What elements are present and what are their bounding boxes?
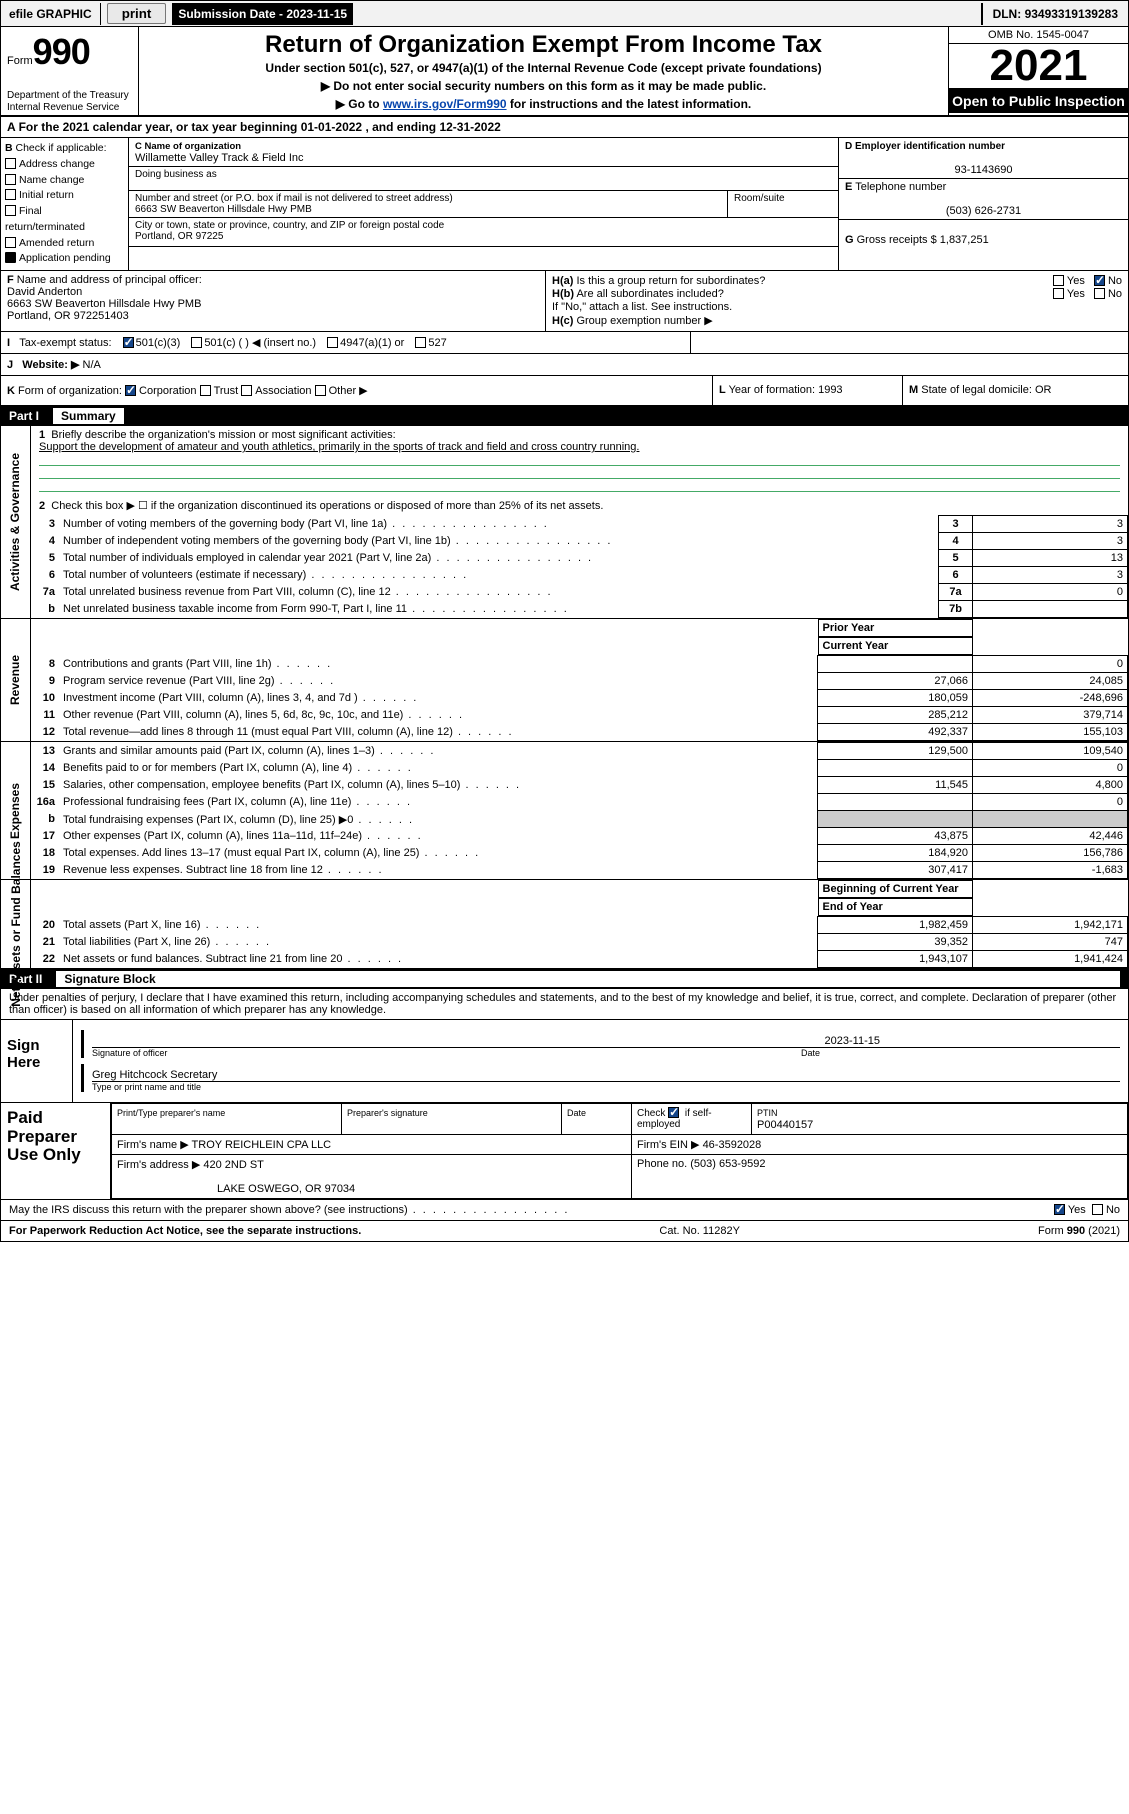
row-f-h: F Name and address of principal officer:…: [1, 271, 1128, 332]
e-telephone: E Telephone number (503) 626-2731: [839, 179, 1128, 220]
chk-other[interactable]: [315, 385, 326, 396]
instructions-link[interactable]: www.irs.gov/Form990: [383, 97, 507, 111]
form-ref: Form 990 (2021): [1038, 1225, 1120, 1237]
chk-corp[interactable]: [125, 385, 136, 396]
chk-address-change[interactable]: [5, 158, 16, 169]
subtitle-3: ▶ Go to www.irs.gov/Form990 for instruct…: [147, 97, 940, 111]
col-b-checkboxes: B Check if applicable: Address change Na…: [1, 138, 129, 270]
table-revenue: Prior YearCurrent Year8Contributions and…: [31, 619, 1128, 741]
chk-initial-return[interactable]: [5, 189, 16, 200]
chk-name-change[interactable]: [5, 174, 16, 185]
h-b-yes[interactable]: [1053, 288, 1064, 299]
open-to-public: Open to Public Inspection: [949, 89, 1128, 113]
chk-527[interactable]: [415, 337, 426, 348]
i-tax-exempt: I Tax-exempt status: 501(c)(3) 501(c) ( …: [1, 332, 691, 353]
c-street: Number and street (or P.O. box if mail i…: [129, 191, 728, 217]
mission-text: Support the development of amateur and y…: [39, 441, 639, 453]
chk-self-employed[interactable]: Check if self-employed: [637, 1108, 712, 1130]
section-expenses: Expenses 13Grants and similar amounts pa…: [1, 742, 1128, 880]
l-year-formation: L Year of formation: 1993: [713, 376, 903, 405]
c-dba: Doing business as: [129, 167, 838, 191]
subtitle-1: Under section 501(c), 527, or 4947(a)(1)…: [147, 61, 940, 75]
dln: DLN: 93493319139283: [981, 3, 1128, 25]
department: Department of the Treasury Internal Reve…: [7, 90, 132, 113]
h-a-yes[interactable]: [1053, 275, 1064, 286]
g-gross-receipts: G Gross receipts $ 1,837,251: [839, 220, 1128, 248]
sign-here-block: Sign Here 2023-11-15 Signature of office…: [1, 1020, 1128, 1103]
line-a-tax-year: A For the 2021 calendar year, or tax yea…: [1, 117, 1128, 138]
k-form-org: K Form of organization: Corporation Trus…: [1, 376, 713, 405]
paid-preparer-block: Paid Preparer Use Only Print/Type prepar…: [1, 1103, 1128, 1200]
chk-501c[interactable]: [191, 337, 202, 348]
chk-final-return[interactable]: [5, 205, 16, 216]
h-a-no[interactable]: [1094, 275, 1105, 286]
section-net-assets: Net Assets or Fund Balances Beginning of…: [1, 880, 1128, 969]
meta-topbar: efile GRAPHIC print Submission Date - 20…: [1, 1, 1128, 27]
part-1-header: Part I Summary: [1, 406, 1128, 426]
efile-label: efile GRAPHIC: [1, 3, 101, 25]
block-b-through-g: B Check if applicable: Address change Na…: [1, 138, 1128, 271]
m-domicile: M State of legal domicile: OR: [903, 376, 1128, 405]
table-net-assets: Beginning of Current YearEnd of Year20To…: [31, 880, 1128, 968]
chk-application-pending[interactable]: [5, 252, 16, 263]
form-990-page: efile GRAPHIC print Submission Date - 20…: [0, 0, 1129, 1242]
section-revenue: Revenue Prior YearCurrent Year8Contribut…: [1, 619, 1128, 742]
table-expenses: 13Grants and similar amounts paid (Part …: [31, 742, 1128, 879]
h-group-return: H(a) Is this a group return for subordin…: [546, 271, 1128, 331]
submission-date-label: Submission Date - 2023-11-15: [172, 3, 353, 25]
section-activities-governance: Activities & Governance 1 Briefly descri…: [1, 426, 1128, 619]
j-website: J Website: ▶ N/A: [1, 354, 1128, 376]
part-2-header: Part II Signature Block: [1, 969, 1128, 989]
chk-trust[interactable]: [200, 385, 211, 396]
chk-4947[interactable]: [327, 337, 338, 348]
page-footer: For Paperwork Reduction Act Notice, see …: [1, 1220, 1128, 1241]
c-name: C Name of organization Willamette Valley…: [129, 138, 838, 167]
chk-501c3[interactable]: [123, 337, 134, 348]
discuss-no[interactable]: [1092, 1204, 1103, 1215]
tax-year: 2021: [949, 44, 1128, 89]
form-header: Form 990 Department of the Treasury Inte…: [1, 27, 1128, 117]
perjury-declaration: Under penalties of perjury, I declare th…: [1, 989, 1128, 1020]
d-ein: D Employer identification number 93-1143…: [839, 138, 1128, 179]
c-city: City or town, state or province, country…: [129, 218, 838, 247]
chk-assoc[interactable]: [241, 385, 252, 396]
h-b-no[interactable]: [1094, 288, 1105, 299]
chk-amended[interactable]: [5, 237, 16, 248]
subtitle-2: ▶ Do not enter social security numbers o…: [147, 79, 940, 93]
c-room: Room/suite: [728, 191, 838, 217]
table-lines-3-7: 3Number of voting members of the governi…: [31, 515, 1128, 618]
form-title: Return of Organization Exempt From Incom…: [147, 31, 940, 59]
print-button[interactable]: print: [107, 3, 167, 24]
f-principal-officer: F Name and address of principal officer:…: [1, 271, 546, 331]
discuss-yes[interactable]: [1054, 1204, 1065, 1215]
discuss-with-preparer: May the IRS discuss this return with the…: [1, 1200, 1128, 1220]
form-number: Form 990: [7, 31, 132, 73]
